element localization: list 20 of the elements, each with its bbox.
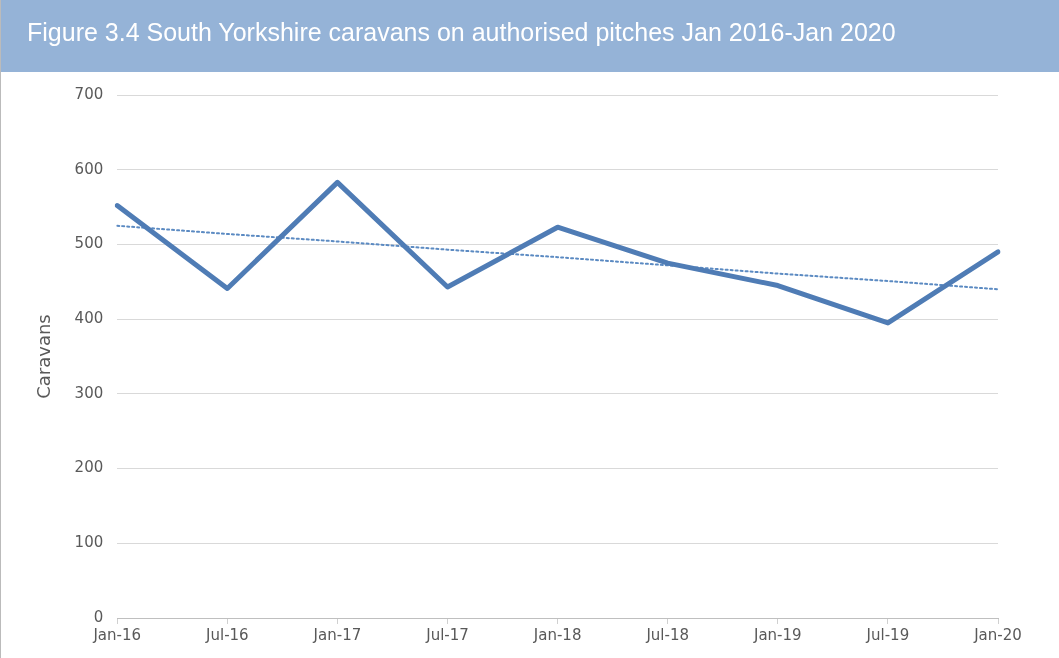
x-tick-label: Jan-20 <box>973 625 1022 644</box>
y-tick-label: 500 <box>74 234 104 253</box>
x-tick-label: Jul-18 <box>645 625 690 644</box>
y-tick-label: 400 <box>74 309 104 328</box>
chart-title: Figure 3.4 South Yorkshire caravans on authorised pitches Jan 2016-Jan 2020 <box>1 0 1059 72</box>
y-tick-label: 600 <box>74 159 104 178</box>
x-tick-label: Jan-17 <box>312 625 362 644</box>
x-tick-label: Jul-16 <box>205 625 249 644</box>
x-tick-label: Jul-19 <box>865 625 910 644</box>
y-tick-label: 200 <box>74 458 104 477</box>
y-axis-title: Caravans <box>33 314 55 399</box>
y-tick-label: 100 <box>74 533 104 552</box>
line-series <box>116 224 999 291</box>
x-tick-label: Jan-16 <box>92 625 142 644</box>
x-tick-label: Jan-19 <box>753 625 802 644</box>
x-tick-label: Jul-17 <box>425 625 469 644</box>
x-tick-label: Jan-18 <box>532 625 582 644</box>
y-tick-label: 700 <box>74 84 104 103</box>
y-tick-label: 0 <box>93 607 104 626</box>
y-tick-label: 300 <box>74 383 104 402</box>
